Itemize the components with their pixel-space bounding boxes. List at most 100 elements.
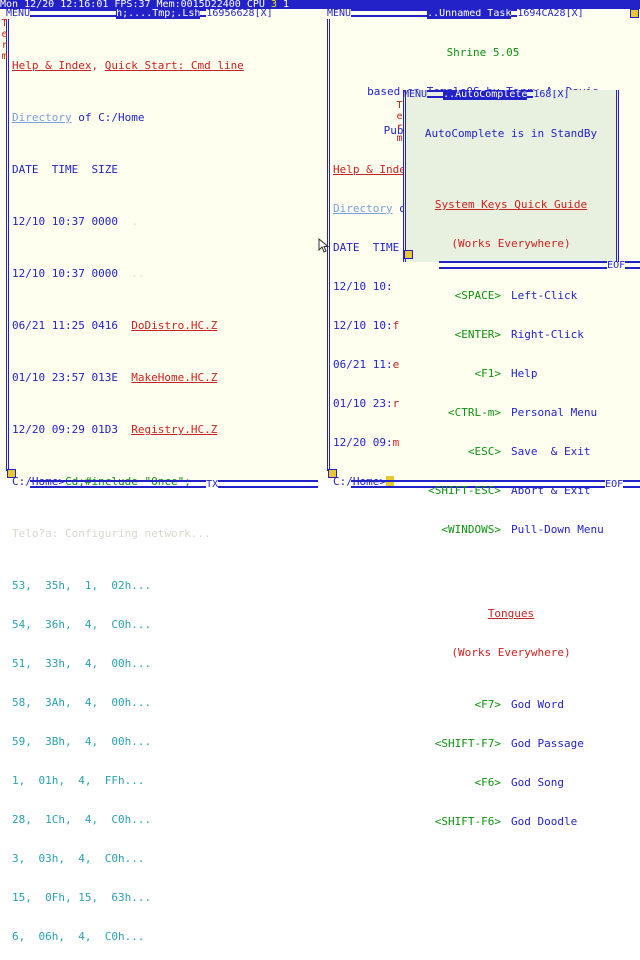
table-row: 06/21 11:e xyxy=(333,358,633,371)
list-item: <CTRL-m> Personal Menu xyxy=(409,406,613,419)
file-name[interactable]: Registry.HC.Z xyxy=(131,423,218,436)
left-window-path: h;....Tmp;.Lsh xyxy=(116,9,201,19)
file-time: 09: xyxy=(372,436,393,449)
directory-path: of C:/Home xyxy=(71,111,145,124)
table-row: 12/10 10:37 0000 .. xyxy=(12,267,318,280)
key-label: <F1> xyxy=(474,367,502,380)
right-menu-button[interactable]: MENU xyxy=(327,9,352,19)
directory-label[interactable]: Directory xyxy=(12,111,72,124)
key-action: God Word xyxy=(511,698,564,711)
autocomplete-statusbar: EOF xyxy=(403,251,640,281)
table-row: 12/20 09:m xyxy=(333,436,633,449)
shrine-version-banner: Shrine 5.05 xyxy=(446,46,520,59)
autocomplete-menu-button[interactable]: MENU xyxy=(403,90,428,100)
list-item: <F6> God Song xyxy=(409,776,613,789)
table-row: 01/10 23:57 013E MakeHome.HC.Z xyxy=(12,371,318,384)
left-window-close-button[interactable]: [X] xyxy=(254,9,273,19)
key-action: God Song xyxy=(511,776,564,789)
list-item: <SPACE> Left-Click xyxy=(409,289,613,302)
autocomplete-titlebar[interactable]: MENU ..AutoComplete 168[X] xyxy=(403,90,619,100)
side-label-char: m xyxy=(392,436,400,449)
dhcp-opt-row: 28, 1Ch, 4, C0h... xyxy=(12,813,152,826)
side-label-char: e xyxy=(392,358,400,371)
right-window-resize-handle-bottom-left[interactable] xyxy=(328,469,337,478)
table-row: 01/10 23:r xyxy=(333,397,633,410)
right-window-close-button[interactable]: [X] xyxy=(565,9,584,19)
file-date: 12/10 xyxy=(12,215,46,228)
left-window-statusbar: TX xyxy=(6,470,322,500)
file-date: 12/20 xyxy=(12,423,46,436)
left-window-titlebar[interactable]: MENU h;....Tmp;.Lsh 16956628[X] xyxy=(6,9,322,19)
left-window-resize-handle-bottom-left[interactable] xyxy=(7,469,16,478)
help-index-link[interactable]: Help & Index xyxy=(333,163,413,176)
dhcp-opt-row: 58, 3Ah, 4, 00h... xyxy=(12,696,152,709)
dhcp-opt-row: 54, 36h, 4, C0h... xyxy=(12,618,152,631)
right-window-address: 1694CA28 xyxy=(517,9,566,19)
file-date: 01/10 xyxy=(12,371,46,384)
file-name[interactable]: DoDistro.HC.Z xyxy=(131,319,218,332)
autocomplete-address: 168 xyxy=(533,90,552,100)
file-size: 0000 xyxy=(91,267,119,280)
network-config-message: Telo?a: Configuring network... xyxy=(12,527,211,540)
autocomplete-window: MENU ..AutoComplete 168[X] AutoComplete is… xyxy=(403,90,640,828)
help-index-link[interactable]: Help & Index xyxy=(12,59,92,72)
file-date: 12/10 xyxy=(12,267,46,280)
list-item: <SHIFT-F6> God Doodle xyxy=(409,815,613,828)
table-row: 06/21 11:25 0416 DoDistro.HC.Z xyxy=(12,319,318,332)
right-window-titlebar[interactable]: MENU ..Unnamed Task 1694CA28[X] xyxy=(327,9,637,19)
file-size: 01D3 xyxy=(91,423,119,436)
left-window-address: 16956628 xyxy=(206,9,255,19)
list-item: <WINDOWS> Pull-Down Menu xyxy=(409,523,613,536)
key-action: God Doodle xyxy=(511,815,578,828)
table-row: 12/10 10:37 0000 . xyxy=(12,215,318,228)
file-time: 10:37 xyxy=(51,267,85,280)
side-label-char: r xyxy=(392,397,400,410)
key-action: Help xyxy=(511,367,538,380)
file-date: 12/10 xyxy=(333,280,367,293)
system-status-bar: Mon 12/20 12:16:01 FPS:37 Mem:0015D22400… xyxy=(0,0,640,9)
list-item: <F7> God Word xyxy=(409,698,613,711)
tongues-title: Tongues xyxy=(487,607,535,620)
system-status-text: Mon 12/20 12:16:01 FPS:37 Mem:0015D22400… xyxy=(0,0,271,9)
autocomplete-eof-label: EOF xyxy=(607,260,626,271)
key-action: Pull-Down Menu xyxy=(511,523,604,536)
left-links-row: Help & Index, Quick Start: Cmd line xyxy=(12,59,318,72)
key-label: <F7> xyxy=(474,698,502,711)
autocomplete-window-name: ..AutoComplete xyxy=(443,90,528,100)
file-date: 01/10 xyxy=(333,397,367,410)
quick-start-link[interactable]: Quick Start: Cmd line xyxy=(104,59,244,72)
file-time: 11: xyxy=(372,358,393,371)
tongues-subtitle: (Works Everywhere) xyxy=(451,646,571,659)
file-name[interactable]: MakeHome.HC.Z xyxy=(131,371,218,384)
dhcp-opt-row: 15, 0Fh, 15, 63h... xyxy=(12,891,152,904)
file-name[interactable]: . xyxy=(131,215,138,228)
file-time: 09:29 xyxy=(51,423,85,436)
file-time: 10: xyxy=(372,280,393,293)
file-size: 0000 xyxy=(91,215,119,228)
right-window-task-name: ..Unnamed Task xyxy=(427,9,512,19)
directory-label[interactable]: Directory xyxy=(333,202,393,215)
file-date: 12/20 xyxy=(333,436,367,449)
left-status-label: TX xyxy=(206,479,219,490)
left-dir-columns: DATE TIME SIZE xyxy=(12,163,118,176)
left-menu-button[interactable]: MENU xyxy=(6,9,31,19)
right-window-resize-handle-top-right[interactable] xyxy=(630,9,639,18)
file-date: 06/21 xyxy=(12,319,46,332)
key-label: <SHIFT-ESC> xyxy=(428,484,501,497)
list-item: <SHIFT-F7> God Passage xyxy=(409,737,613,750)
dhcp-opt-row: 51, 33h, 4, 00h... xyxy=(12,657,152,670)
list-item: <ENTER> Right-Click xyxy=(409,328,613,341)
key-label: <ENTER> xyxy=(454,328,501,341)
file-name[interactable]: .. xyxy=(131,267,145,280)
dhcp-opt-row: 1, 01h, 4, FFh... xyxy=(12,774,145,787)
file-date: 12/10 xyxy=(333,319,367,332)
list-item: <SHIFT-ESC> Abort & Exit xyxy=(409,484,613,497)
key-label: <SPACE> xyxy=(454,289,501,302)
autocomplete-close-button[interactable]: [X] xyxy=(551,90,570,100)
dhcp-opt-row: 3, 03h, 4, C0h... xyxy=(12,852,145,865)
autocomplete-resize-handle-bottom-left[interactable] xyxy=(404,250,413,259)
key-label: <CTRL-m> xyxy=(448,406,501,419)
key-action: Left-Click xyxy=(511,289,578,302)
list-item: <ESC> Save & Exit xyxy=(409,445,613,458)
